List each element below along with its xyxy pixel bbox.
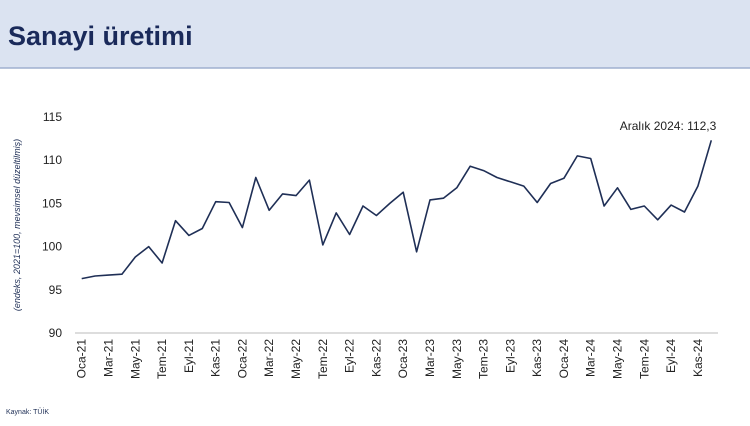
x-tick-label: Kas-22 [369, 339, 383, 377]
x-tick-label: May-24 [611, 339, 625, 379]
y-tick-label: 115 [43, 110, 62, 124]
x-tick-label: Mar-23 [423, 339, 437, 377]
x-tick-label: Eyl-21 [182, 339, 196, 373]
header-band [0, 0, 750, 68]
y-tick-label: 100 [42, 240, 62, 254]
x-tick-label: May-23 [450, 339, 464, 379]
x-tick-label: Kas-23 [530, 339, 544, 377]
x-tick-label: Tem-24 [637, 339, 651, 379]
x-tick-label: Eyl-23 [503, 339, 517, 373]
x-tick-label: Eyl-24 [664, 339, 678, 373]
x-tick-label: Oca-24 [557, 339, 571, 379]
x-tick-label: Kas-24 [691, 339, 705, 377]
x-tick-label: Eyl-22 [343, 339, 357, 373]
x-tick-label: May-21 [128, 339, 142, 379]
y-tick-label: 90 [49, 326, 63, 340]
x-tick-label: Tem-23 [477, 339, 491, 379]
y-tick-label: 95 [49, 283, 63, 297]
x-tick-label: Mar-21 [101, 339, 115, 377]
x-tick-label: Oca-23 [396, 339, 410, 379]
x-tick-label: Mar-22 [262, 339, 276, 377]
y-axis-label: (endeks, 2021=100, mevsimsel düzeltilmiş… [12, 139, 22, 311]
y-tick-label: 110 [43, 153, 62, 167]
series-line [81, 140, 713, 280]
source: Kaynak: TÜİK [6, 407, 49, 416]
x-tick-label: May-22 [289, 339, 303, 379]
x-tick-label: Oca-22 [235, 339, 249, 379]
x-tick-label: Oca-21 [75, 339, 89, 379]
y-tick-label: 105 [42, 196, 62, 210]
x-tick-label: Mar-24 [584, 339, 598, 377]
x-tick-label: Tem-21 [155, 339, 169, 379]
annotation: Aralık 2024: 112,3 [620, 119, 717, 133]
x-tick-label: Tem-22 [316, 339, 330, 379]
title: Sanayi üretimi [8, 21, 193, 51]
x-tick-label: Kas-21 [209, 339, 223, 377]
